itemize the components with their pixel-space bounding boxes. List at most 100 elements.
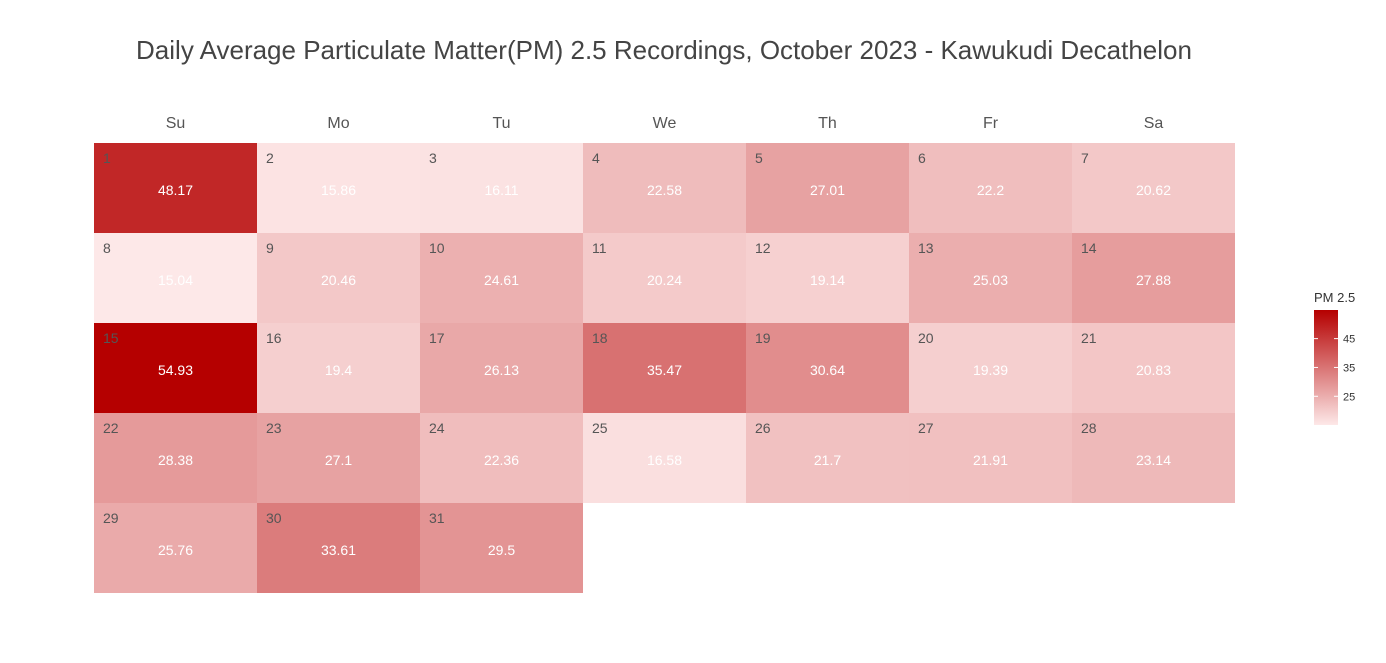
day-number-label: 12 [755,240,771,256]
day-number-label: 20 [918,330,934,346]
value-label: 20.46 [321,272,356,288]
calendar-cell: 21 20.83 [1072,323,1235,413]
heatmap-tile [746,143,909,233]
heatmap-tile [420,233,583,323]
color-legend: PM 2.5 25 35 45 [1314,290,1355,425]
heatmap-tile [909,323,1072,413]
heatmap-tile [1072,323,1235,413]
heatmap-tile [257,233,420,323]
calendar-cell: 18 35.47 [583,323,746,413]
value-label: 19.4 [325,362,352,378]
calendar-cell: 422.58 [583,143,746,233]
value-label: 22.58 [647,182,682,198]
calendar-cell: 148.17 [94,143,257,233]
heatmap-tile [909,413,1072,503]
calendar-cell: 16 19.4 [257,323,420,413]
weekday-label: Su [166,115,186,132]
value-label: 20.62 [1136,182,1171,198]
calendar-cell: 27 21.91 [909,413,1072,503]
calendar-cell: 215.86 [257,143,420,233]
heatmap-tile [909,143,1072,233]
legend-tick-label: 45 [1343,334,1355,346]
day-number-label: 4 [592,150,600,166]
heatmap-tile [420,143,583,233]
value-label: 27.88 [1136,272,1171,288]
heatmap-tile [1072,413,1235,503]
legend-tick-label: 25 [1343,391,1355,403]
calendar-cell: 30 33.61 [257,503,420,593]
day-number-label: 28 [1081,420,1097,436]
day-number-label: 16 [266,330,282,346]
value-label: 22.36 [484,452,519,468]
value-label: 29.5 [488,542,515,558]
calendar-cell: 26 21.7 [746,413,909,503]
heatmap-tile [420,413,583,503]
day-number-label: 24 [429,420,445,436]
value-label: 26.13 [484,362,519,378]
value-label: 25.03 [973,272,1008,288]
day-number-label: 11 [592,240,607,256]
day-number-label: 5 [755,150,763,166]
calendar-cell: 15 54.93 [94,323,257,413]
calendar-cell: 14 27.88 [1072,233,1235,323]
value-label: 16.58 [647,452,682,468]
calendar-cell: 622.2 [909,143,1072,233]
day-number-label: 13 [918,240,934,256]
value-label: 28.38 [158,452,193,468]
heatmap-tile [94,323,257,413]
heatmap-tile [1072,233,1235,323]
day-number-label: 29 [103,510,119,526]
calendar-cell: 24 22.36 [420,413,583,503]
calendar-cell: 29 25.76 [94,503,257,593]
heatmap-tile [94,143,257,233]
heatmap-tile [583,233,746,323]
day-number-label: 8 [103,240,111,256]
calendar-cell: 13 25.03 [909,233,1072,323]
day-number-label: 1 [103,150,111,166]
calendar-cell: 11 20.24 [583,233,746,323]
weekday-label: We [653,115,677,132]
calendar-cell: 10 24.61 [420,233,583,323]
day-number-label: 21 [1081,330,1097,346]
calendar-grid: 148.17215.86316.11422.58527.01622.2720.6… [94,143,1235,593]
legend-tick-label: 35 [1343,362,1355,374]
heatmap-tile [583,413,746,503]
day-number-label: 27 [918,420,934,436]
day-number-label: 9 [266,240,274,256]
day-number-label: 25 [592,420,608,436]
value-label: 22.2 [977,182,1004,198]
calendar-cell: 920.46 [257,233,420,323]
value-label: 33.61 [321,542,356,558]
day-number-label: 2 [266,150,274,166]
value-label: 30.64 [810,362,845,378]
calendar-cell: 316.11 [420,143,583,233]
value-label: 21.91 [973,452,1008,468]
heatmap-tile [257,503,420,593]
heatmap-tile [420,323,583,413]
value-label: 24.61 [484,272,519,288]
calendar-cell: 25 16.58 [583,413,746,503]
day-number-label: 22 [103,420,119,436]
value-label: 19.39 [973,362,1008,378]
value-label: 35.47 [647,362,682,378]
weekday-header: Su Mo Tu We Th Fr Sa [166,115,1164,132]
calendar-cell: 527.01 [746,143,909,233]
calendar-cell: 19 30.64 [746,323,909,413]
weekday-label: Tu [492,115,510,132]
heatmap-tile [583,143,746,233]
calendar-cell: 720.62 [1072,143,1235,233]
value-label: 21.7 [814,452,841,468]
day-number-label: 18 [592,330,608,346]
value-label: 23.14 [1136,452,1171,468]
heatmap-tile [746,323,909,413]
day-number-label: 3 [429,150,437,166]
calendar-cell: 17 26.13 [420,323,583,413]
heatmap-tile [909,233,1072,323]
calendar-cell: 22 28.38 [94,413,257,503]
value-label: 15.04 [158,272,193,288]
value-label: 27.1 [325,452,352,468]
day-number-label: 17 [429,330,445,346]
heatmap-tile [94,503,257,593]
heatmap-tile [94,233,257,323]
